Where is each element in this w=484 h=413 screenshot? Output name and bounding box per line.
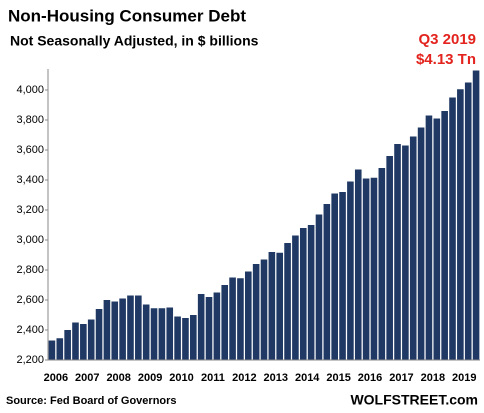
bar [472,70,480,360]
x-tick-label: 2010 [169,372,193,384]
bar [56,338,64,360]
y-tick-label: 2,600 [16,294,44,306]
bar [87,319,95,360]
x-tick-label: 2012 [232,372,256,384]
y-tick-label: 2,400 [16,324,44,336]
bar [64,330,71,360]
bar [158,308,166,360]
bar [354,169,362,360]
bar [205,297,213,360]
bar [299,228,307,360]
y-tick-label: 2,800 [16,264,44,276]
bar [221,285,229,360]
bar [229,277,236,360]
bar [425,115,433,360]
bar [166,307,174,360]
bar [370,177,378,360]
bar [386,156,393,360]
bar [315,214,323,360]
bar [190,315,197,360]
chart-subtitle: Not Seasonally Adjusted, in $ billions [10,33,259,49]
bar [284,243,291,360]
bar [268,252,276,360]
y-tick-label: 3,000 [16,234,44,246]
x-tick-label: 2011 [201,372,225,384]
bar [72,322,79,360]
bar [252,264,260,360]
x-tick-label: 2007 [75,372,99,384]
bar [213,292,221,360]
bar [402,145,409,360]
chart-title: Non-Housing Consumer Debt [8,6,246,25]
bar [307,225,315,360]
bar [276,252,284,360]
x-tick-label: 2017 [389,372,413,384]
x-tick-label: 2006 [44,372,68,384]
bar [127,295,134,360]
x-tick-label: 2014 [295,372,320,384]
bar [48,340,56,360]
bar [197,294,205,360]
annotation: Q3 2019 [418,31,476,48]
x-tick-label: 2018 [421,372,445,384]
credit: WOLFSTREET.com [350,392,478,408]
y-tick-label: 3,600 [16,144,44,156]
bar [80,324,87,360]
x-tick-label: 2016 [358,372,382,384]
bar [95,309,103,360]
y-tick-label: 3,200 [16,204,44,216]
y-tick-label: 4,000 [16,84,44,96]
bar [449,97,456,360]
x-tick-label: 2019 [452,372,476,384]
source: Source: Fed Board of Governors [6,395,177,407]
y-tick-label: 3,400 [16,174,44,186]
bar [394,144,401,360]
bar [174,316,181,360]
bar [441,111,448,360]
bar [111,301,119,360]
y-tick-label: 3,800 [16,114,44,126]
bar [260,259,268,360]
bar [347,181,354,360]
y-tick-label: 2,200 [16,354,44,366]
x-tick-label: 2015 [326,372,350,384]
annotation: $4.13 Tn [416,51,476,68]
bar [378,168,386,360]
bar [119,298,126,360]
bar [409,136,417,360]
bar [362,178,370,360]
bar [292,235,299,360]
bar [150,308,158,360]
bar [237,278,244,360]
bar [323,204,331,360]
bar [417,127,425,360]
x-tick-label: 2013 [264,372,288,384]
bar [103,300,111,360]
bar [135,295,142,360]
bar [182,318,189,360]
bar [331,193,338,360]
x-tick-label: 2008 [106,372,130,384]
bar [339,192,346,360]
x-tick-label: 2009 [138,372,162,384]
bar [464,82,472,360]
bar [433,118,441,360]
bar [142,304,150,360]
bar [244,271,252,360]
bar [457,89,464,360]
